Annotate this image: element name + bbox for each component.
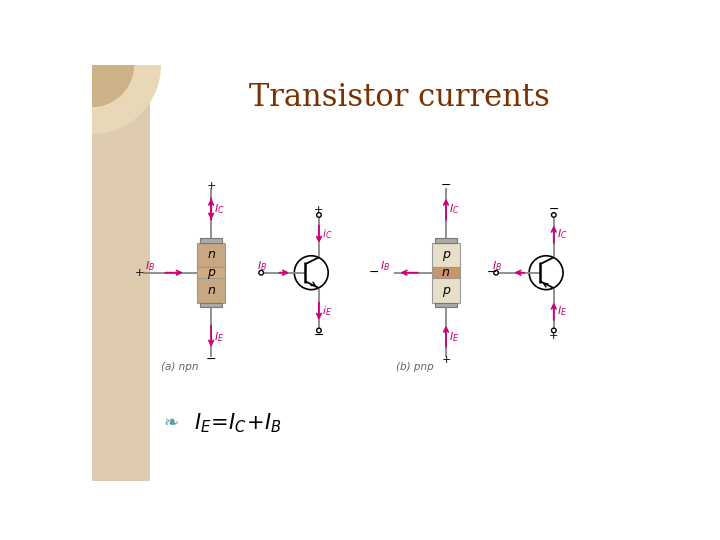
Polygon shape	[92, 65, 150, 481]
Bar	[432, 267, 460, 278]
Text: +: +	[441, 355, 451, 365]
Text: $I_E$: $I_E$	[215, 330, 225, 343]
Bar	[200, 303, 222, 307]
Text: −: −	[369, 266, 379, 279]
Text: $i_E$: $i_E$	[322, 305, 332, 318]
Circle shape	[294, 256, 328, 289]
Text: p: p	[442, 284, 450, 297]
Text: $I_B$: $I_B$	[145, 260, 155, 273]
Circle shape	[317, 213, 321, 217]
Circle shape	[259, 271, 264, 275]
Text: n: n	[207, 248, 215, 261]
Text: $I_E$: $I_E$	[557, 305, 567, 318]
Bar	[435, 238, 456, 242]
Text: (b) pnp: (b) pnp	[396, 362, 433, 372]
Bar	[432, 278, 460, 303]
Bar	[200, 238, 222, 242]
Text: p: p	[442, 248, 450, 261]
Text: −: −	[549, 203, 559, 216]
Text: $I_B$: $I_B$	[257, 260, 267, 273]
Text: $I_C$: $I_C$	[215, 202, 225, 215]
Circle shape	[552, 328, 556, 333]
Circle shape	[529, 256, 563, 289]
Text: −: −	[441, 179, 451, 192]
Text: +: +	[207, 181, 216, 191]
Text: +: +	[549, 331, 559, 341]
Text: −: −	[206, 353, 217, 366]
Circle shape	[494, 271, 498, 275]
Text: $I_E\!=\!I_C\!+\!I_B$: $I_E\!=\!I_C\!+\!I_B$	[194, 411, 282, 435]
Bar	[197, 278, 225, 303]
Text: −: −	[487, 266, 498, 279]
Wedge shape	[92, 65, 134, 107]
Bar	[432, 242, 460, 267]
Bar	[197, 242, 225, 267]
Text: $I_B$: $I_B$	[492, 260, 503, 273]
Text: +: +	[135, 268, 144, 278]
Wedge shape	[92, 65, 161, 134]
Circle shape	[552, 213, 556, 217]
Circle shape	[317, 328, 321, 333]
Text: (a) npn: (a) npn	[161, 362, 199, 372]
Text: $i_C$: $i_C$	[322, 227, 333, 241]
Text: Transistor currents: Transistor currents	[249, 82, 550, 113]
Text: n: n	[442, 266, 450, 279]
Text: $I_B$: $I_B$	[379, 260, 390, 273]
Text: $I_C$: $I_C$	[557, 227, 567, 241]
Text: p: p	[207, 266, 215, 279]
Text: +: +	[314, 205, 323, 214]
Text: ❧: ❧	[163, 414, 179, 432]
Bar	[197, 267, 225, 278]
Text: −: −	[314, 329, 324, 342]
Text: $I_C$: $I_C$	[449, 202, 460, 215]
Text: n: n	[207, 284, 215, 297]
Text: $I_E$: $I_E$	[449, 330, 459, 343]
Bar	[435, 303, 456, 307]
